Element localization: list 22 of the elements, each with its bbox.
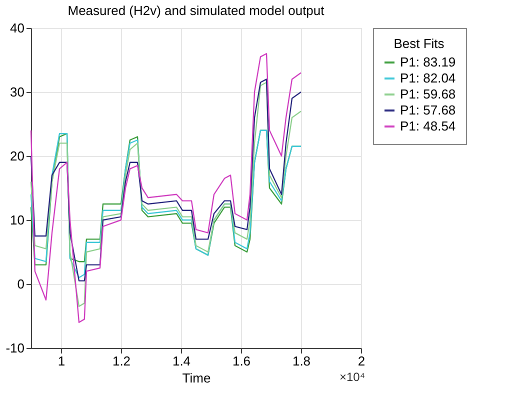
chart-title: Measured (H2v) and simulated model output [68,3,325,18]
legend-label: P1: 83.19 [400,54,456,70]
x-tick-label: 1.6 [232,354,251,368]
legend-label: P1: 57.68 [400,102,456,118]
x-tick-label: 1.2 [112,354,131,368]
x-tick-label: 2 [358,354,366,368]
x-tick-label: 1.4 [172,354,191,368]
legend-label: P1: 48.54 [400,118,456,134]
y-tick-label: 40 [10,20,24,36]
legend-title: Best Fits [394,36,445,51]
x-tick-label: 1 [58,354,66,368]
y-tick-label: 10 [10,212,24,228]
x-axis-title: Time [182,370,211,386]
x-tick-label: 1.8 [292,354,311,368]
y-tick-label: 30 [10,84,24,100]
text: ×10⁴ [339,370,365,384]
legend-label: P1: 59.68 [400,86,456,102]
y-tick-label: -10 [6,340,24,356]
y-tick-label: 0 [17,276,24,292]
y-tick-label: 20 [10,148,24,164]
legend-label: P1: 82.04 [400,70,456,86]
line-series [30,53,302,323]
